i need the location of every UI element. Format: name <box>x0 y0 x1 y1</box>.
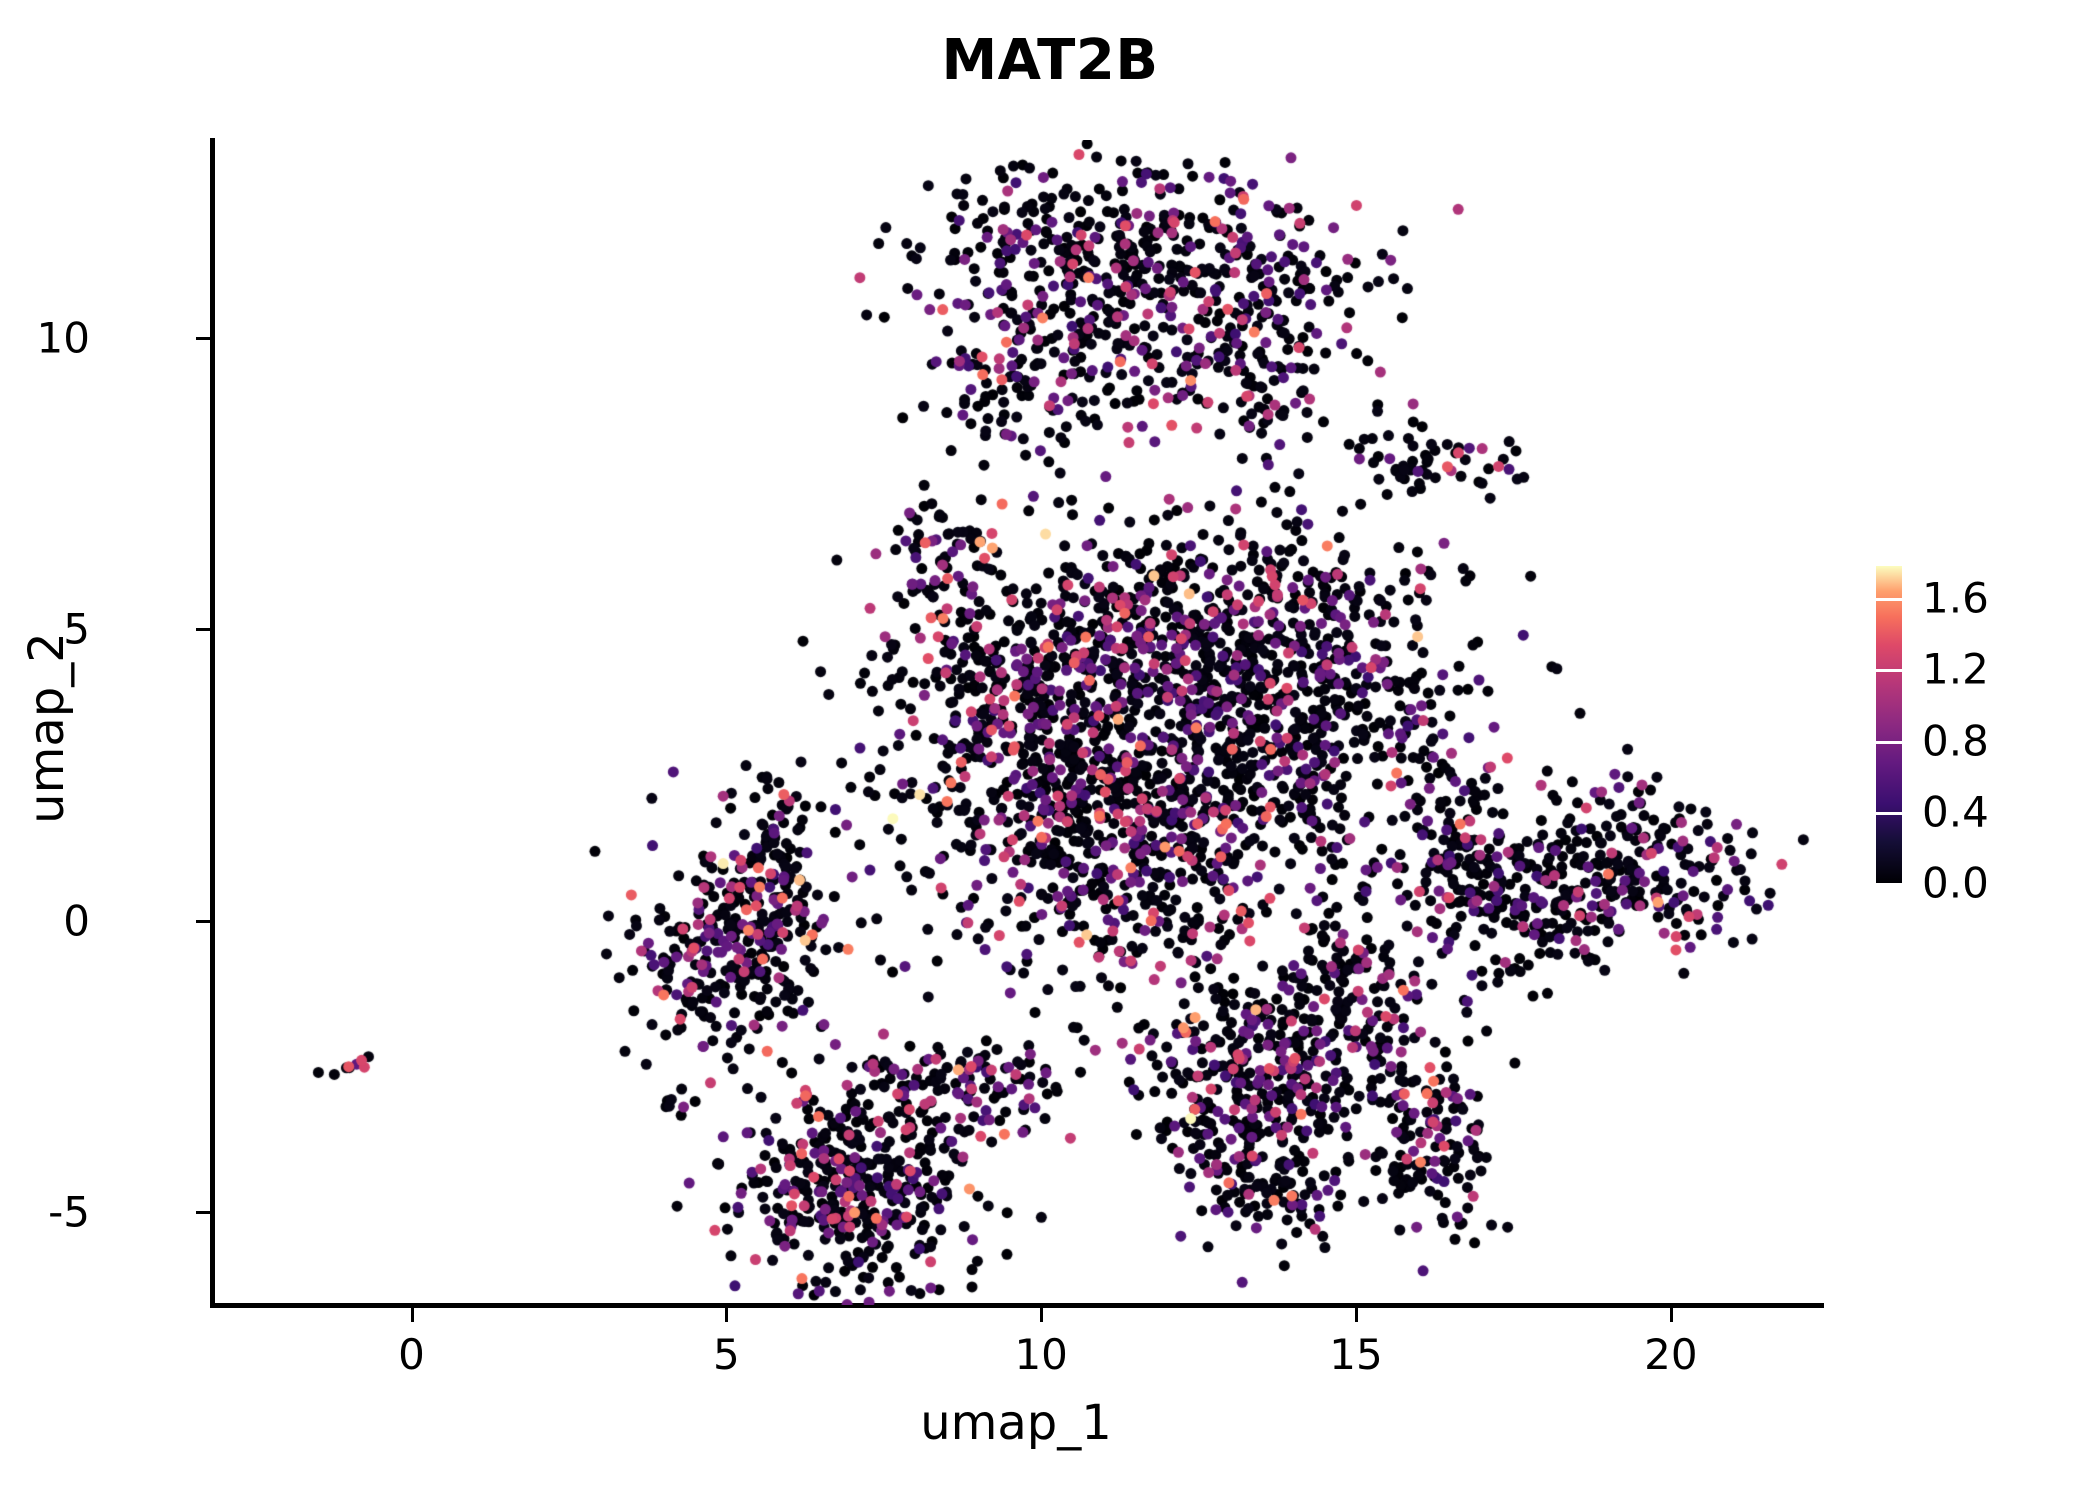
y-tick-label: 5 <box>63 604 90 654</box>
y-tick-mark <box>196 1210 210 1214</box>
x-tick-label: 15 <box>1329 1330 1383 1379</box>
x-tick-mark <box>1040 1308 1044 1322</box>
colorbar <box>1876 566 1902 883</box>
y-axis-label: umap_2 <box>19 632 75 824</box>
x-tick-mark <box>1669 1308 1673 1322</box>
x-tick-mark <box>1355 1308 1359 1322</box>
colorbar-tick-label: 0.8 <box>1922 716 1989 766</box>
scatter-plot-canvas <box>210 140 1822 1305</box>
colorbar-tick-mark <box>1876 740 1902 744</box>
colorbar-tick-label: 0.4 <box>1922 787 1989 837</box>
y-tick-mark <box>196 919 210 923</box>
colorbar-tick-mark <box>1876 598 1902 602</box>
colorbar-tick-label: 1.2 <box>1922 644 1989 694</box>
x-tick-label: 0 <box>398 1330 425 1379</box>
y-tick-mark <box>196 628 210 632</box>
x-axis-label: umap_1 <box>920 1395 1112 1451</box>
colorbar-tick-mark <box>1876 811 1902 815</box>
x-axis-spine <box>210 1303 1824 1308</box>
colorbar-tick-label: 0.0 <box>1922 858 1989 908</box>
x-tick-mark <box>410 1308 414 1322</box>
y-tick-label: -5 <box>48 1187 90 1237</box>
colorbar-gradient <box>1876 566 1902 883</box>
y-tick-label: 10 <box>36 313 90 363</box>
x-tick-label: 20 <box>1644 1330 1698 1379</box>
y-tick-label: 0 <box>63 896 90 946</box>
colorbar-tick-mark <box>1876 883 1902 886</box>
colorbar-tick-label: 1.6 <box>1922 573 1989 623</box>
y-tick-mark <box>196 337 210 341</box>
x-tick-mark <box>725 1308 729 1322</box>
colorbar-tick-mark <box>1876 669 1902 673</box>
page-title: MAT2B <box>941 28 1159 93</box>
x-tick-label: 10 <box>1014 1330 1068 1379</box>
x-tick-label: 5 <box>712 1330 740 1379</box>
